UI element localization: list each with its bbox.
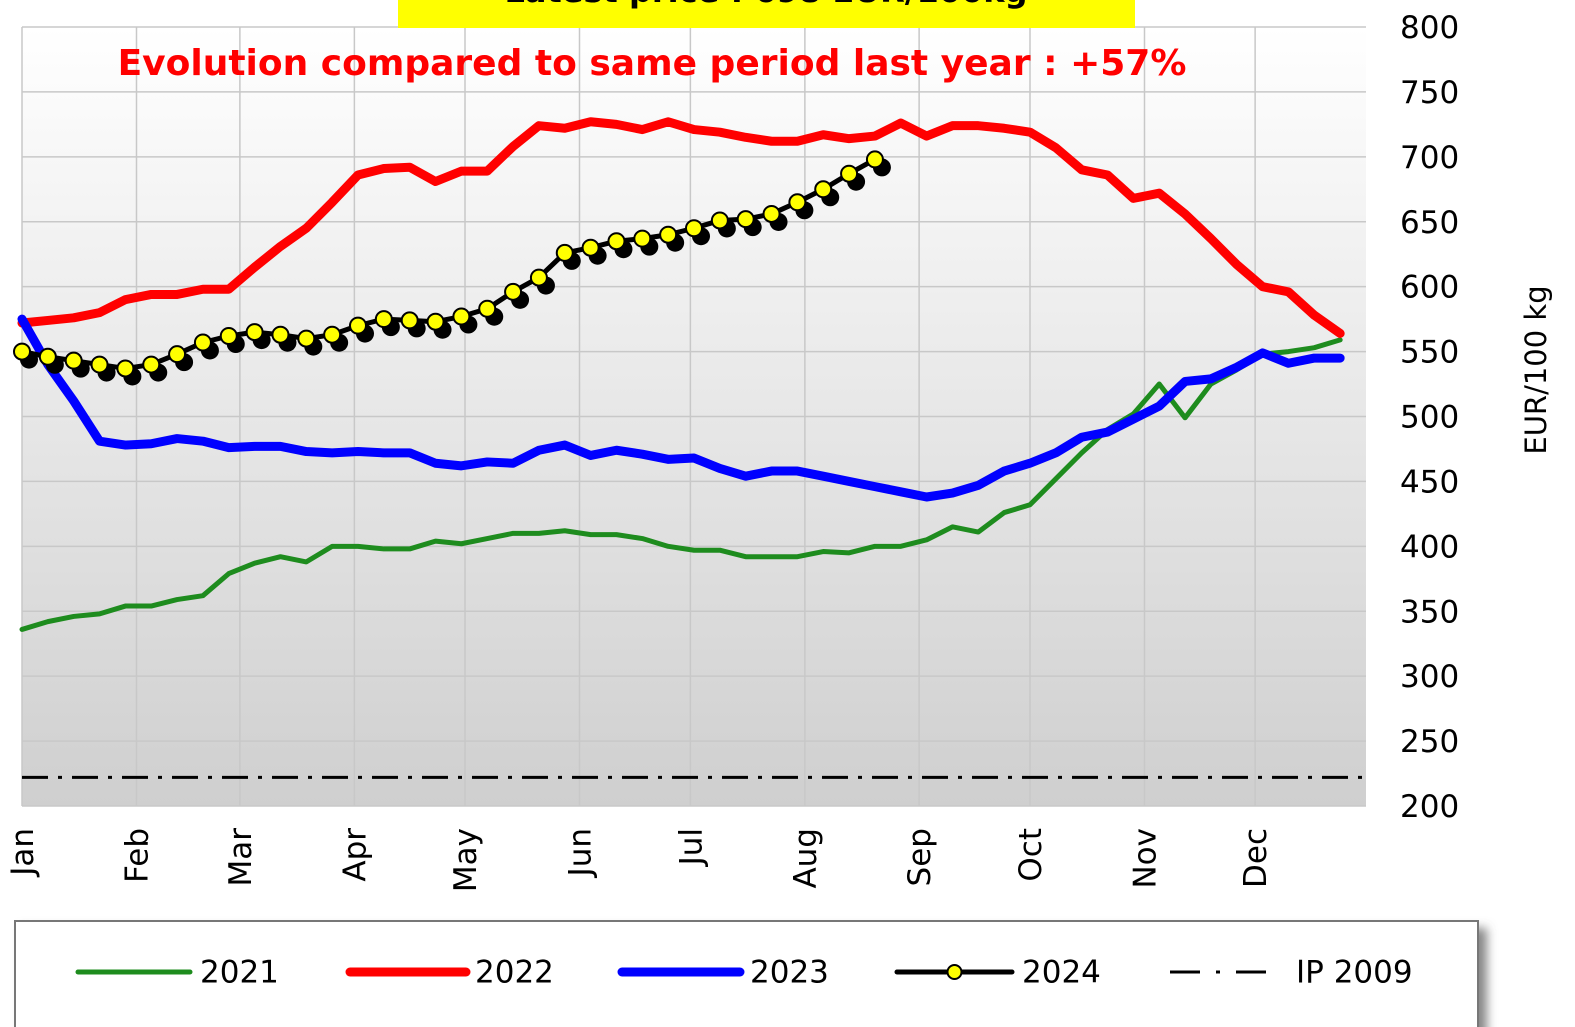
x-tick-label: Mar	[223, 828, 259, 887]
marker	[374, 310, 393, 329]
x-tick-label: Oct	[1013, 828, 1049, 882]
marker	[90, 355, 109, 374]
series-line	[19, 156, 878, 371]
y-tick-label: 200	[1400, 789, 1459, 825]
marker	[400, 311, 419, 330]
marker	[529, 268, 548, 287]
legend-label: 2022	[475, 955, 554, 991]
legend-label: IP 2009	[1296, 955, 1413, 991]
marker	[478, 299, 497, 318]
marker	[685, 219, 703, 238]
marker	[64, 351, 83, 370]
marker	[193, 333, 212, 352]
legend-box	[14, 920, 1479, 1027]
marker	[504, 282, 523, 301]
marker	[607, 232, 626, 251]
marker	[452, 307, 471, 326]
series-line	[17, 314, 1345, 502]
y-tick-label: 350	[1400, 594, 1459, 630]
x-tick-label: Jan	[5, 828, 41, 878]
marker	[555, 243, 574, 262]
marker	[659, 225, 678, 244]
marker	[245, 323, 264, 342]
marker	[426, 312, 445, 331]
marker	[865, 150, 884, 169]
series-line	[17, 117, 1345, 338]
annotation: Evolution compared to same period last y…	[118, 43, 1187, 84]
marker	[840, 164, 859, 183]
marker	[736, 210, 755, 229]
marker	[271, 325, 290, 344]
marker	[814, 180, 833, 199]
x-tick-label: Sep	[902, 828, 938, 886]
y-tick-label: 650	[1400, 205, 1459, 241]
y-tick-label: 450	[1400, 464, 1459, 500]
y-tick-label: 400	[1400, 529, 1459, 565]
y-tick-label: 550	[1400, 335, 1459, 371]
legend-label: 2024	[1022, 955, 1101, 991]
y-tick-label: 300	[1400, 659, 1459, 695]
marker	[581, 238, 600, 257]
marker	[710, 211, 729, 230]
y-tick-label: 250	[1400, 724, 1459, 760]
y-tick-label: 800	[1400, 10, 1459, 46]
marker	[38, 347, 57, 366]
marker	[13, 342, 31, 361]
marker	[323, 325, 342, 344]
legend-marker	[946, 964, 963, 980]
x-tick-label: Jul	[673, 828, 709, 867]
x-tick-label: May	[448, 828, 484, 892]
legend-label: 2021	[200, 955, 279, 991]
y-axis-label: EUR/100 kg	[1519, 285, 1553, 454]
legend-label: 2023	[750, 955, 829, 991]
title-box	[398, 0, 1135, 28]
y-tick-label: 750	[1400, 75, 1459, 111]
x-tick-label: Nov	[1127, 828, 1163, 889]
x-tick-label: Feb	[119, 828, 155, 883]
x-tick-label: Apr	[337, 828, 373, 882]
marker	[168, 345, 187, 364]
marker	[142, 355, 161, 374]
y-tick-label: 700	[1400, 140, 1459, 176]
x-tick-label: Dec	[1238, 828, 1274, 888]
marker	[633, 229, 652, 248]
marker	[116, 359, 135, 378]
marker	[762, 204, 781, 223]
marker	[219, 327, 238, 346]
marker	[349, 316, 367, 335]
x-tick-label: Aug	[788, 828, 824, 889]
marker	[297, 329, 316, 348]
y-tick-label: 500	[1400, 400, 1459, 436]
x-tick-label: Jun	[563, 828, 599, 878]
marker	[788, 193, 807, 212]
y-tick-label: 600	[1400, 270, 1459, 306]
